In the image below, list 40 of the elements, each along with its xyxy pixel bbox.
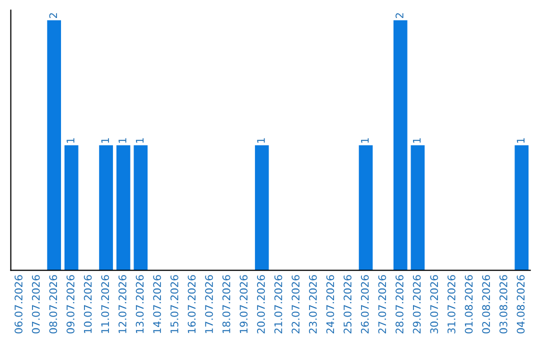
- x-tick-label: 23.07.2026: [308, 275, 317, 334]
- x-tick-label: 10.07.2026: [84, 275, 92, 333]
- data-label: 1: [361, 138, 369, 143]
- x-tick-label: 22.07.2026: [292, 275, 300, 334]
- x-tick-label: 01.08.2026: [464, 275, 473, 334]
- x-tick-label: 16.07.2026: [188, 275, 196, 333]
- data-label: 2: [396, 13, 404, 18]
- x-tick-label: 15.07.2026: [170, 275, 178, 333]
- data-label: 1: [257, 138, 265, 143]
- x-tick-label: 30.07.2026: [430, 275, 438, 334]
- x-tick-label: 19.07.2026: [240, 275, 248, 333]
- x-tick-label: 12.07.2026: [118, 275, 126, 333]
- x-tick-label: 27.07.2026: [378, 275, 386, 334]
- x-tick-label: 17.07.2026: [205, 275, 213, 333]
- x-tick-label: 02.08.2026: [482, 275, 490, 334]
- x-tick-label: 03.08.2026: [499, 275, 508, 334]
- x-tick-label: 06.07.2026: [14, 275, 22, 334]
- data-label: 1: [101, 138, 109, 143]
- data-label: 1: [516, 138, 524, 143]
- x-tick-label: 20.07.2026: [257, 275, 265, 334]
- x-tick-label: 26.07.2026: [360, 275, 369, 334]
- data-label: 1: [118, 138, 126, 143]
- x-tick-label: 13.07.2026: [136, 275, 144, 333]
- x-tick-label: 31.07.2026: [448, 275, 456, 334]
- x-tick-label: 09.07.2026: [66, 275, 74, 334]
- x-tick-label: 25.07.2026: [344, 275, 352, 334]
- x-tick-label: 07.07.2026: [32, 275, 40, 334]
- data-label: 1: [66, 138, 74, 143]
- x-tick-label: 18.07.2026: [222, 275, 230, 333]
- x-tick-label: 21.07.2026: [274, 275, 282, 334]
- x-tick-label: 04.08.2026: [516, 275, 525, 334]
- x-tick-label: 28.07.2026: [396, 275, 404, 334]
- x-tick-label: 14.07.2026: [153, 275, 162, 333]
- data-label: 1: [136, 138, 144, 143]
- x-tick-label: 29.07.2026: [412, 275, 421, 334]
- x-tick-label: 11.07.2026: [101, 275, 110, 333]
- x-tick-label: 24.07.2026: [326, 275, 334, 334]
- data-label: 2: [49, 13, 57, 18]
- x-tick-label: 08.07.2026: [49, 275, 58, 334]
- data-label: 1: [413, 138, 421, 143]
